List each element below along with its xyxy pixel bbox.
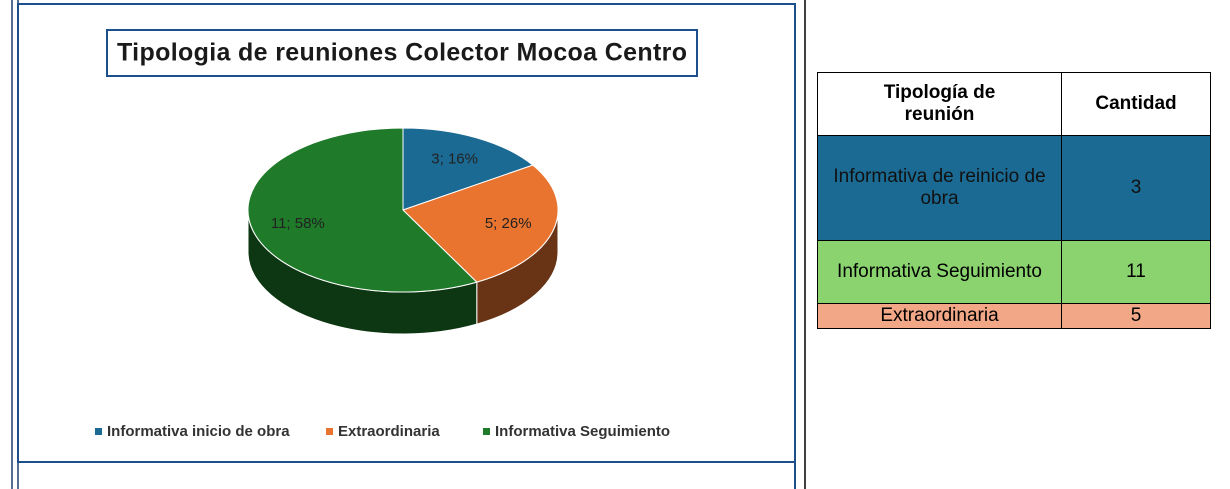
cell: 11 [1061,240,1211,304]
cell: Informativa Seguimiento [817,240,1062,304]
header-cell: Tipología de reunión [817,72,1062,136]
pie-slice [402,164,559,283]
chart-frame [17,3,796,463]
header-cell: Cantidad [1061,72,1211,136]
cell: 5 [1061,303,1211,329]
table: Tipología de reunión Cantidad Informativ… [817,72,1211,329]
row: Informativa de reinicio de obra 3 [817,135,1211,241]
legend-label: Informativa Seguimiento [495,423,670,440]
cell: Extraordinaria [817,303,1062,329]
legend-label: Informativa inicio de obra [107,423,290,440]
legend-swatch [483,428,490,435]
pie-slice [402,127,534,211]
title-box [106,29,698,77]
legend-swatch [326,428,333,435]
legend-swatch [95,428,102,435]
data-label: 3; 16% [431,150,478,167]
pie-slice [247,127,478,293]
cell: Informativa de reinicio de obra [817,135,1062,241]
chart-title: Tipologia de reuniones Colector Mocoa Ce… [117,39,687,67]
legend-label: Extraordinaria [338,423,440,440]
row: Informativa Seguimiento 11 [817,240,1211,304]
data-label: 5; 26% [485,215,532,232]
data-label: 11; 58% [271,215,325,232]
header-row: Tipología de reunión Cantidad [817,72,1211,136]
cell: 3 [1061,135,1211,241]
row: Extraordinaria 5 [817,303,1211,329]
